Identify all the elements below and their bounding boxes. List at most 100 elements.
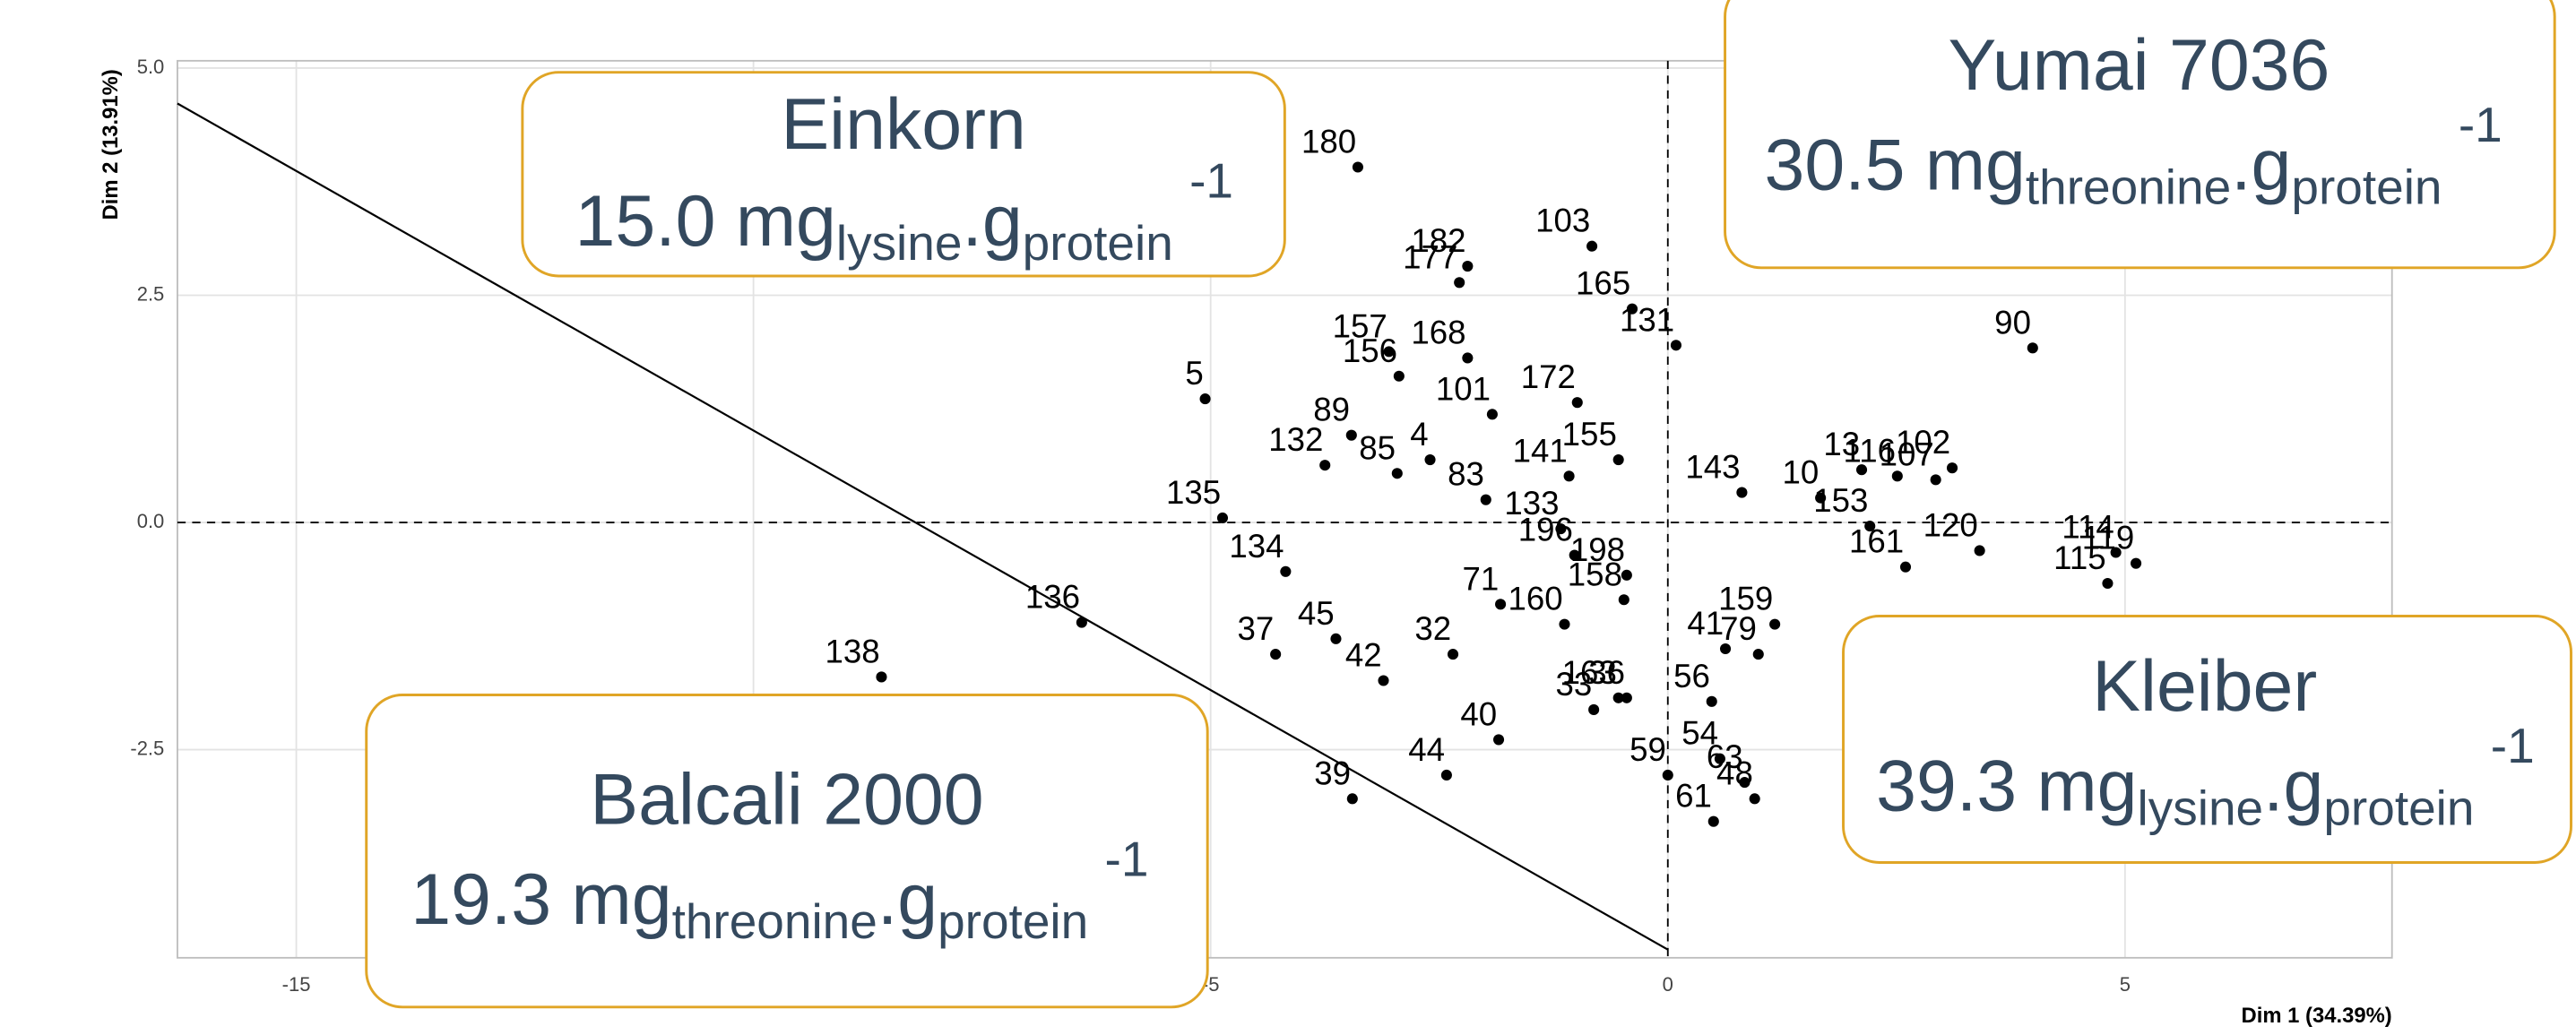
point-label: 114: [2062, 509, 2114, 546]
value-text: 19.3 mg: [411, 859, 671, 940]
point: [1571, 397, 1583, 409]
point: [1752, 649, 1764, 660]
point: [1480, 494, 1491, 505]
point: [1736, 487, 1748, 498]
subscript: protein: [2291, 159, 2442, 214]
annotation-title: Yumai 7036: [1949, 25, 2330, 106]
point-label: 172: [1521, 358, 1576, 395]
point-label: 63: [1707, 738, 1743, 775]
point: [1462, 260, 1474, 272]
point-label: 161: [1849, 523, 1904, 560]
point-label: 177: [1403, 238, 1457, 275]
point: [1346, 793, 1358, 805]
annotation-box: Kleiber 39.3 mglysine.gprotein -1: [1842, 615, 2572, 864]
point: [1612, 454, 1624, 466]
point: [1352, 161, 1363, 173]
point-label: 103: [1535, 203, 1590, 239]
point-label: 116: [1844, 432, 1896, 469]
point: [1383, 346, 1395, 358]
value-text: 30.5 mg: [1765, 125, 2026, 206]
point-label: 196: [1518, 512, 1573, 548]
point: [2131, 557, 2142, 569]
point: [1714, 753, 1725, 764]
point-label: 131: [1620, 301, 1674, 338]
plot-border: [177, 59, 2393, 959]
y-tick-label: 2.5: [137, 282, 165, 305]
point-label: 163: [1562, 654, 1617, 691]
point-label: 42: [1345, 637, 1382, 674]
point-label: 89: [1313, 392, 1350, 428]
y-tick-label: 0.0: [137, 510, 165, 532]
point: [1447, 649, 1459, 660]
point-label: 71: [1462, 560, 1499, 597]
point-label: 56: [1673, 658, 1710, 694]
point: [1492, 734, 1505, 746]
point-label: 134: [1229, 528, 1284, 565]
point-label: 198: [1570, 531, 1625, 568]
x-axis-title: Dim 1 (34.39%): [2242, 1004, 2392, 1028]
point: [1612, 692, 1624, 703]
point-label: 32: [1414, 610, 1451, 647]
point-label: 165: [1576, 265, 1630, 302]
point-label: 155: [1562, 416, 1617, 453]
annotation-frame: [1842, 615, 2572, 864]
value-text: .g: [962, 181, 1022, 262]
point: [1345, 429, 1357, 441]
point: [1319, 460, 1331, 471]
point: [1707, 815, 1719, 827]
point-label: 10: [1783, 454, 1820, 491]
superscript: -1: [2459, 97, 2503, 152]
annotation-frame: [1724, 0, 2556, 270]
value-text: 15.0 mg: [575, 181, 836, 262]
point-label: 156: [1343, 332, 1397, 369]
point-label: 168: [1411, 314, 1465, 350]
point-label: 182: [1411, 222, 1465, 259]
value-text: .g: [2231, 125, 2291, 206]
point-label: 136: [1025, 579, 1080, 616]
point-label: 41: [1687, 605, 1724, 642]
point: [2110, 547, 2122, 558]
point: [1855, 464, 1868, 476]
point-label: 44: [1408, 731, 1445, 768]
point: [1563, 470, 1575, 482]
point: [1769, 618, 1781, 630]
x-tick-label: -15: [282, 973, 311, 996]
point: [1974, 545, 1985, 556]
point: [1076, 617, 1087, 628]
subscript: lysine: [836, 215, 963, 271]
point: [1555, 523, 1567, 535]
y-tick-label: -2.5: [130, 737, 164, 759]
diagonal-line: [177, 102, 1669, 951]
point-label: 135: [1166, 474, 1221, 511]
point: [1891, 470, 1903, 482]
point: [1330, 633, 1342, 644]
point-label: 119: [2082, 520, 2134, 556]
point: [1462, 352, 1474, 364]
point-label: 45: [1298, 595, 1335, 632]
point-label: 180: [1301, 124, 1356, 160]
x-tick-label: 0: [1663, 973, 1673, 996]
subscript: protein: [2323, 780, 2474, 835]
point: [1626, 303, 1638, 315]
annotation-value: 39.3 mglysine.gprotein -1: [1876, 718, 2534, 836]
point: [1199, 393, 1211, 405]
point-label: 54: [1681, 715, 1718, 752]
point: [1739, 777, 1750, 789]
point: [1706, 695, 1717, 707]
point-label: 79: [1720, 610, 1757, 647]
point-label: 83: [1448, 456, 1484, 493]
point-label: 133: [1504, 485, 1559, 522]
subscript: threonine: [672, 893, 877, 949]
point: [1719, 643, 1732, 655]
point: [1670, 340, 1681, 351]
point: [1815, 492, 1827, 504]
point: [1749, 793, 1760, 805]
point: [1486, 409, 1498, 420]
point: [1280, 565, 1292, 577]
superscript: -1: [1105, 831, 1149, 886]
point: [1569, 549, 1580, 561]
subscript: lysine: [2138, 780, 2264, 835]
point-label: 39: [1314, 755, 1351, 791]
y-axis-title: Dim 2 (13.91%): [99, 69, 123, 220]
